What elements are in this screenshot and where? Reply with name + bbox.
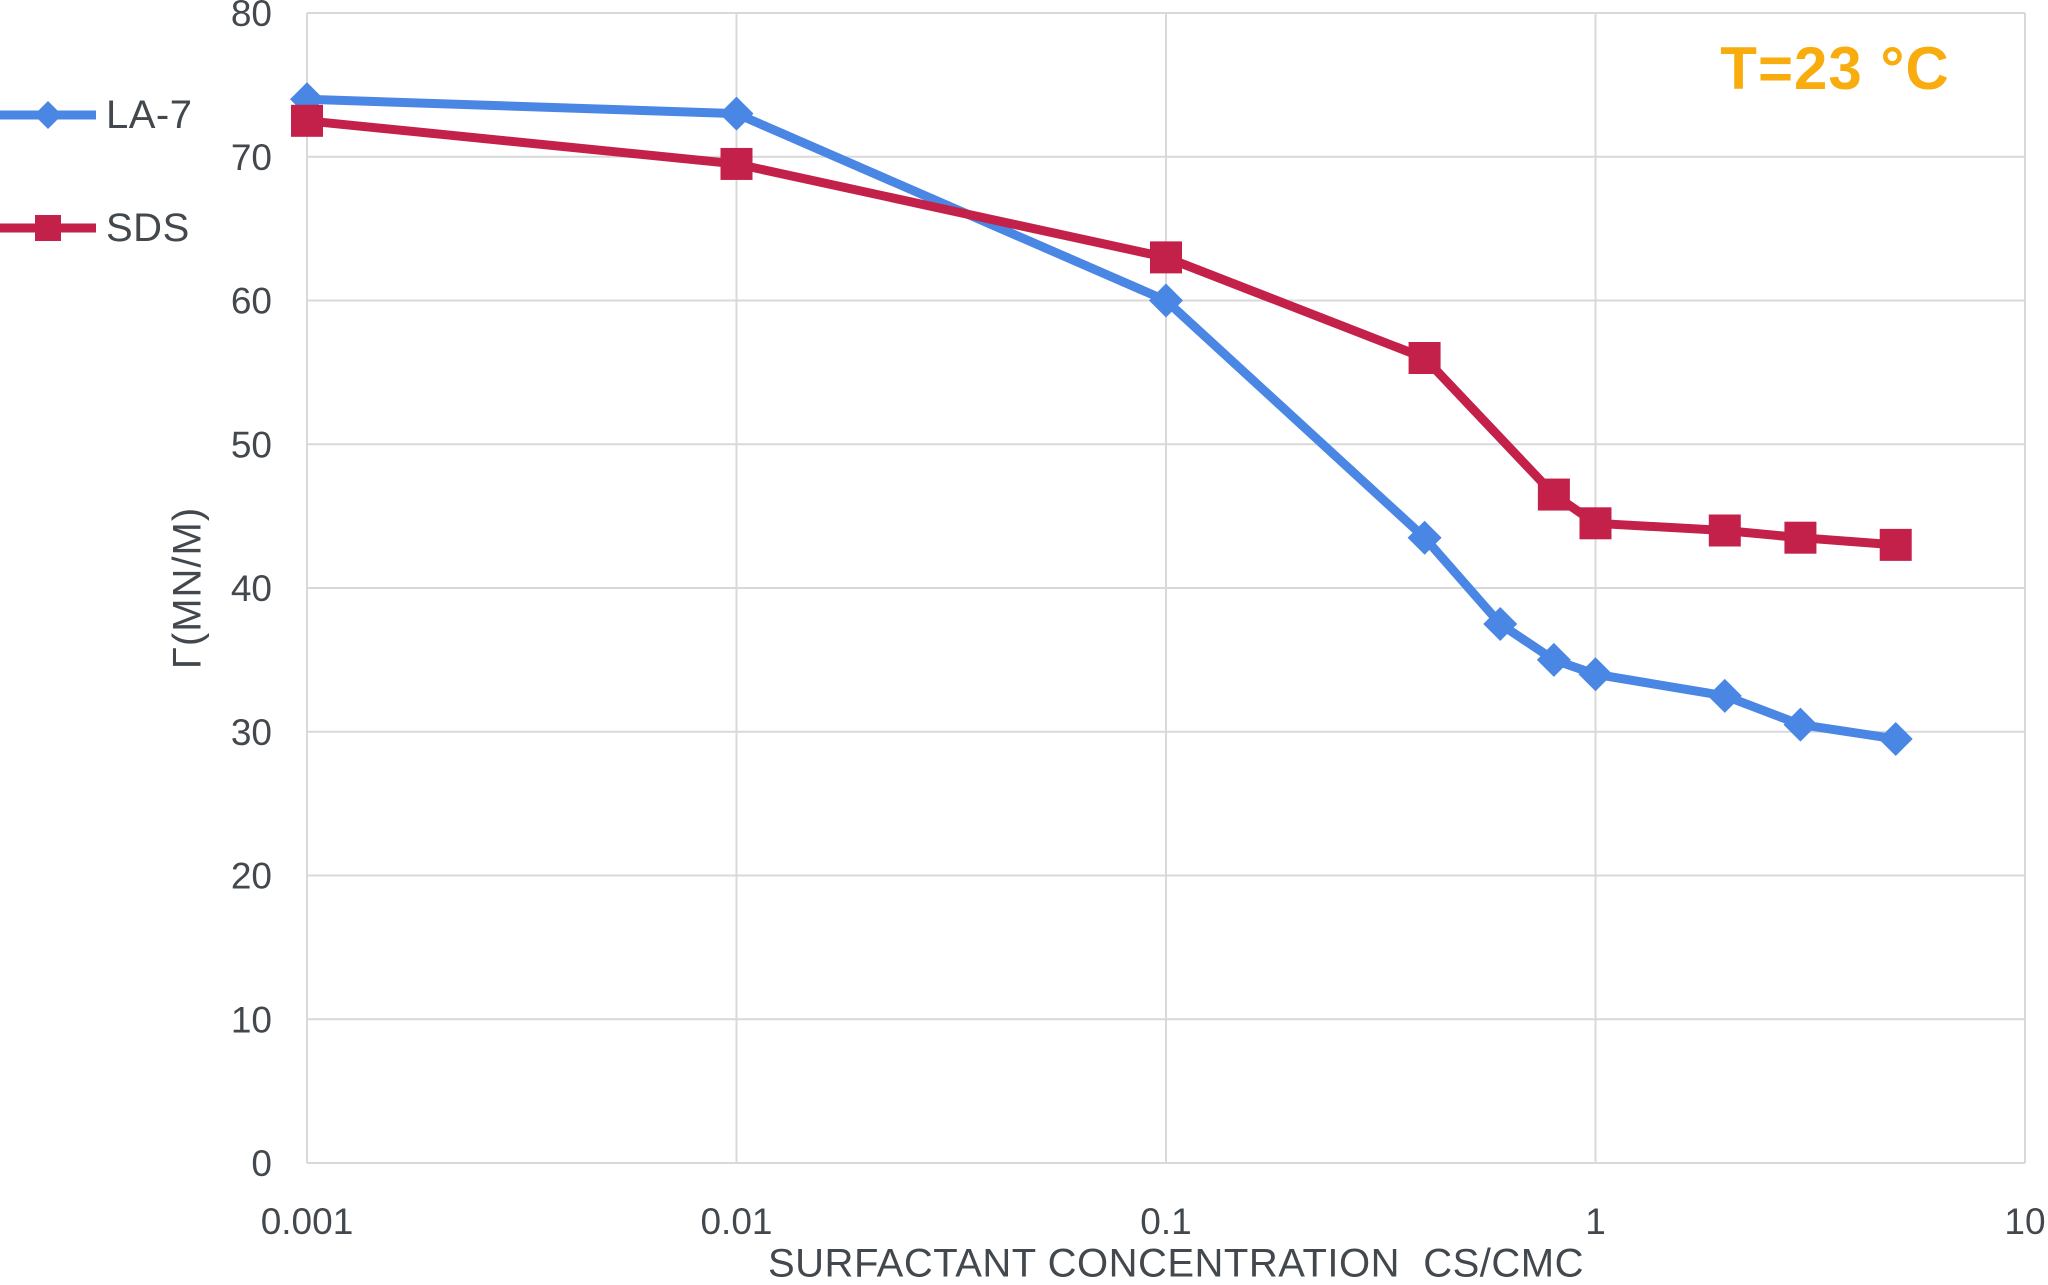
legend-item-la7: LA-7 [0,87,193,143]
x-axis-title: SURFACTANT CONCENTRATION CS/CMC [767,1241,1585,1285]
legend-swatch-sds-icon [0,215,96,241]
y-axis-tick-label: 10 [231,999,272,1040]
legend-marker-sds [35,215,61,241]
data-point-marker-la-7 [1536,642,1571,677]
series-line-la-7 [302,94,1901,744]
legend-label-la7: LA-7 [106,92,193,137]
data-point-marker-la-7 [1878,721,1913,756]
legend-swatch-la7-icon [0,101,96,129]
data-point-marker-sds [1408,342,1441,374]
data-point-marker-sds [1579,507,1612,540]
y-axis-tick-label: 50 [231,424,272,465]
data-point-marker-sds [1784,521,1817,554]
series-la-7 [290,82,1913,756]
temperature-annotation: T=23 °C [1720,35,1950,102]
x-axis-tick-label: 10 [2004,1201,2045,1242]
x-axis-tick-label: 1 [1585,1201,1606,1242]
legend-marker-la-7 [34,101,62,129]
data-point-marker-sds [1150,241,1182,274]
y-axis-tick-label: 60 [231,281,272,322]
x-axis-tick-label: 0.01 [700,1201,772,1242]
chart-legend: LA-7 SDS [0,0,300,300]
data-point-marker-la-7 [1578,657,1613,692]
data-point-marker-la-7 [1483,606,1518,641]
y-axis-tick-label: 70 [231,137,272,178]
data-point-marker-la-7 [719,96,754,131]
series-sds [291,104,1912,561]
data-point-marker-sds [1708,514,1741,547]
x-axis-tick-label: 0.1 [1140,1201,1191,1242]
data-point-marker-sds [291,104,323,137]
data-point-marker-la-7 [1707,678,1742,713]
y-axis-tick-label: 30 [231,712,272,753]
series-line-sds [302,116,1901,550]
data-point-marker-la-7 [1783,707,1818,742]
data-point-marker-la-7 [1149,283,1183,318]
legend-label-sds: SDS [106,205,190,250]
data-point-marker-sds [1879,528,1912,561]
y-axis-tick-label: 40 [231,568,272,609]
y-axis-tick-label: 80 [231,0,272,34]
data-point-marker-sds [1537,478,1570,511]
y-axis-title: Γ(MN/M) [165,506,210,670]
legend-item-sds: SDS [0,200,190,256]
data-point-marker-la-7 [1407,520,1442,555]
x-axis-tick-label: 0.001 [261,1201,354,1242]
y-axis-tick-label: 20 [231,856,272,897]
data-point-marker-sds [720,147,753,180]
y-axis-tick-label: 0 [251,1143,272,1184]
